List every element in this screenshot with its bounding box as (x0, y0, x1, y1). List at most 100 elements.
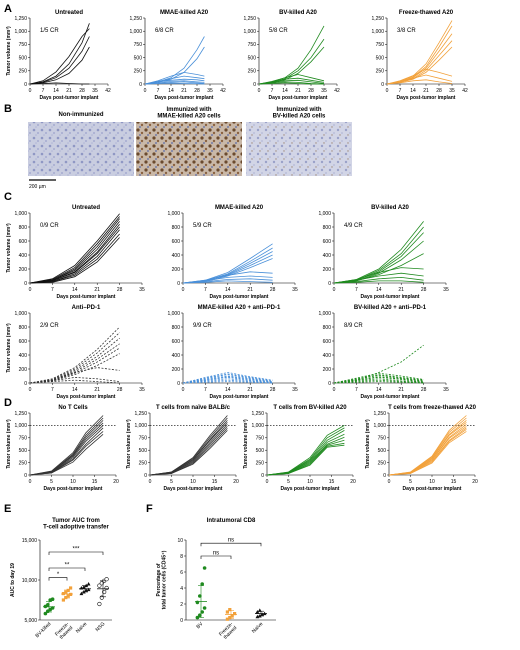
chart-c4-xtick-label: 35 (139, 387, 145, 393)
chart-a1-xtick-label: 14 (53, 88, 59, 94)
chart-e-data-point (64, 590, 68, 594)
chart-c1-ytick-label: 800 (19, 225, 28, 231)
chart-a2-series-line (144, 80, 205, 85)
chart-c5-xtick-label: 35 (292, 387, 298, 393)
chart-c3-ytick-label: 1,000 (318, 211, 331, 217)
chart-d4-series-line (388, 426, 467, 476)
chart-c1-title: Untreated (72, 205, 100, 211)
chart-c6-xtick-label: 28 (421, 387, 427, 393)
chart-d3-ytick-label: 1,250 (251, 411, 264, 417)
chart-a3-series-line (258, 79, 325, 85)
chart-c4-series-line (29, 337, 120, 384)
chart-d3-xtick-label: 5 (287, 479, 290, 485)
chart-a1-xtick-label: 7 (42, 88, 45, 94)
chart-d1-xlabel: Days post-tumor implant (44, 486, 103, 492)
chart-d3-series-line (266, 444, 345, 476)
histology-title-1-line: Immunized with (167, 107, 212, 113)
chart-c3-series-line (333, 280, 424, 284)
chart-c6-series-line (333, 379, 424, 384)
chart-c3-series-line (333, 232, 424, 284)
chart-d4-series-line (388, 427, 467, 476)
chart-c2-ytick-label: 1,000 (167, 211, 180, 217)
chart-a1-ytick-label: 750 (19, 42, 28, 48)
histology-title-1-line: MMAE-killed A20 cells (157, 114, 221, 120)
chart-d2-series-line (149, 428, 228, 476)
chart-a4-xtick-label: 0 (386, 88, 389, 94)
chart-c1-annotation: 0/9 CR (40, 223, 59, 229)
chart-a2-xtick-label: 0 (144, 88, 147, 94)
chart-d3-xtick-label: 10 (307, 479, 313, 485)
chart-c2-series-line (182, 278, 273, 284)
chart-e-data-point (66, 594, 70, 598)
chart-f-ylabel: Percentage oftotal tumor cells (CD45⁺) (156, 550, 168, 609)
chart-d1-title: No T Cells (58, 405, 88, 411)
chart-c6-ytick-label: 200 (323, 367, 332, 373)
chart-a2-xtick-label: 28 (194, 88, 200, 94)
chart-d3-series-line (266, 427, 345, 476)
chart-c6-xtick-label: 35 (443, 387, 449, 393)
chart-d1-series-line (29, 433, 104, 476)
chart-f-data-point (200, 582, 204, 586)
chart-d4-xtick-label: 5 (409, 479, 412, 485)
chart-c1-ytick-label: 600 (19, 239, 28, 245)
chart-f-data-point (202, 606, 207, 610)
chart-a1-series-line (29, 82, 90, 85)
chart-a3-ytick-label: 1,000 (243, 29, 256, 35)
chart-a2-ytick-label: 750 (134, 42, 143, 48)
chart-c4-ytick-label: 1,000 (14, 311, 27, 317)
chart-c1-series-line (29, 216, 120, 284)
chart-e-significance-label: * (57, 572, 60, 578)
chart-c6-title: BV-killed A20 + anti–PD-1 (354, 305, 427, 311)
panel-label-a: A (4, 3, 12, 15)
chart-f-ytick-label: 4 (180, 586, 183, 592)
chart-a1-xtick-label: 42 (105, 88, 111, 94)
chart-d3-ytick-label: 1,000 (251, 423, 264, 429)
chart-d2-xtick-label: 15 (212, 479, 218, 485)
chart-c2-xtick-label: 14 (225, 287, 231, 293)
chart-d2-ytick-label: 500 (139, 448, 148, 454)
chart-a2-ytick-label: 250 (134, 69, 143, 75)
chart-c4-xtick-label: 0 (29, 387, 32, 393)
chart-f-data-point (225, 610, 229, 614)
chart-a4-ytick-label: 250 (376, 69, 385, 75)
chart-e-ytick-label: 5,000 (24, 618, 37, 624)
chart-c3-series-line (333, 253, 424, 284)
chart-a4-xtick-label: 35 (449, 88, 455, 94)
chart-d1-xtick-label: 15 (92, 479, 98, 485)
chart-a3-xtick-label: 42 (334, 88, 340, 94)
chart-c1-xtick-label: 14 (72, 287, 78, 293)
chart-e-data-point (50, 597, 55, 601)
chart-c5-ytick-label: 200 (172, 367, 181, 373)
chart-c1-series-line (29, 221, 120, 284)
chart-d4-xtick-label: 0 (388, 479, 391, 485)
chart-c3-series-line (333, 276, 424, 284)
chart-c2-ytick-label: 600 (172, 239, 181, 245)
chart-c4-xtick-label: 7 (51, 387, 54, 393)
chart-c1-xtick-label: 0 (29, 287, 32, 293)
chart-c4-xtick-label: 28 (117, 387, 123, 393)
chart-f-ytick-label: 0 (180, 618, 183, 624)
chart-a2-series-line (144, 46, 205, 85)
chart-a1-ytick-label: 250 (19, 69, 28, 75)
chart-d2-ylabel: Tumor volume (mm³) (126, 419, 132, 469)
chart-a3-annotation: 5/8 CR (269, 28, 288, 34)
chart-a2: 0 250 500 750 1,000 1,250 0 7 14 21 28 35 42 MMAE-kil… (129, 10, 226, 101)
chart-d4-ytick-label: 1,000 (373, 423, 386, 429)
chart-e-data-point (104, 585, 109, 591)
chart-d3-series-line (266, 442, 345, 476)
chart-c6-series-line (333, 381, 424, 384)
chart-a4-ytick-label: 750 (376, 42, 385, 48)
chart-d2-xlabel: Days post-tumor implant (164, 486, 223, 492)
chart-a3: 0 250 500 750 1,000 1,250 0 7 14 21 28 35 42 BV-kille… (243, 10, 340, 101)
panel-label-f: F (146, 503, 153, 515)
chart-f-data-point (225, 617, 229, 621)
chart-d4-xtick-label: 15 (451, 479, 457, 485)
chart-c4-ytick-label: 600 (19, 339, 28, 345)
chart-a2-ytick-label: 1,250 (129, 16, 142, 22)
chart-a3-series-line (258, 25, 325, 85)
chart-d3-ytick-label: 0 (261, 473, 264, 479)
chart-c6: 0 200 400 600 800 1,000 0 7 14 21 28 35 BV-killed A2… (318, 305, 449, 400)
chart-d1-xtick-label: 20 (113, 479, 119, 485)
chart-f: 0 2 4 6 8 10 BV Freeze-thawed Naïve ns ns Intratumo… (156, 518, 276, 641)
